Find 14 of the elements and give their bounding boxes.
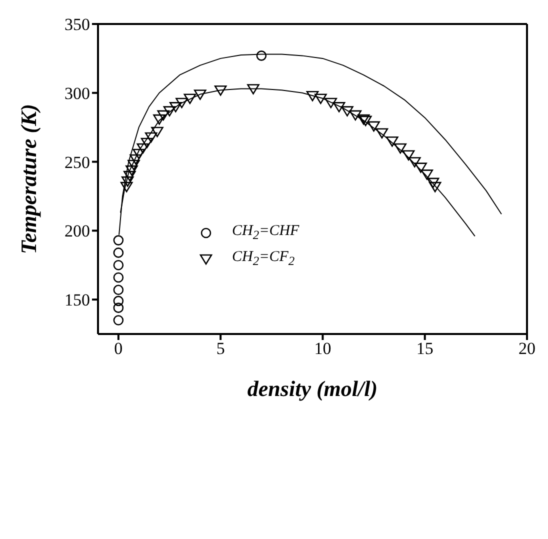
x-tick-label: 10 <box>314 339 332 358</box>
x-tick-label: 0 <box>114 339 123 358</box>
x-axis-title: density (mol/l) <box>247 376 378 401</box>
x-tick-label: 15 <box>416 339 434 358</box>
x-tick-label: 20 <box>518 339 536 358</box>
y-axis-title: Temperature (K) <box>16 104 41 254</box>
x-tick-label: 5 <box>216 339 225 358</box>
legend-label: CH$_{2}$=CHF <box>232 223 300 243</box>
y-tick-label: 250 <box>64 152 90 172</box>
y-tick-label: 200 <box>64 222 90 241</box>
y-tick-label: 150 <box>64 290 90 310</box>
legend-label: CH$_{2}$=CF$_{2}$ <box>232 249 295 269</box>
y-tick-label: 350 <box>64 15 90 34</box>
y-tick-label: 300 <box>64 84 90 103</box>
